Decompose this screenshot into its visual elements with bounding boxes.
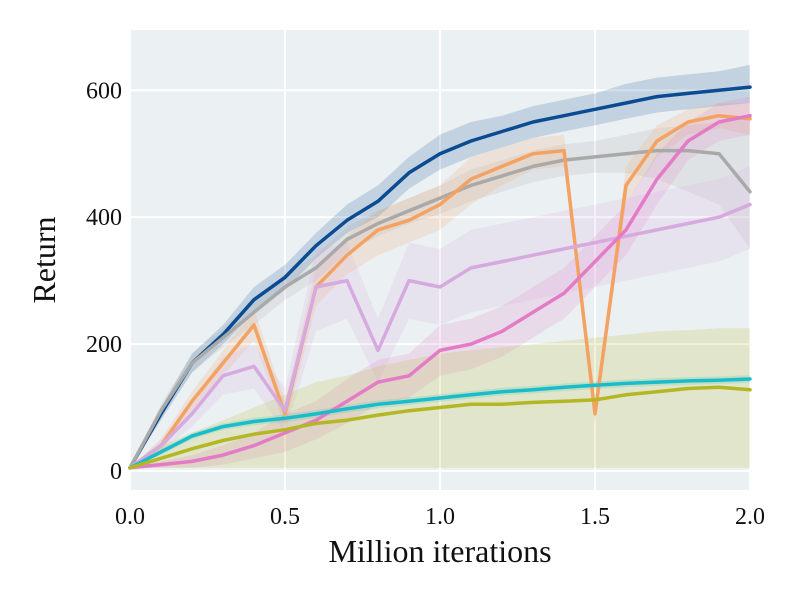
series-3-line [128, 202, 752, 470]
y-tick-label-3: 600 [86, 78, 122, 104]
series-1-line [128, 148, 752, 470]
series-2-line [128, 113, 752, 470]
series-0-line [128, 85, 752, 470]
series-4-band [130, 96, 750, 468]
series-6-line [128, 385, 752, 470]
x-tick-label-2: 1.0 [425, 504, 455, 530]
y-tick-label-1: 200 [86, 332, 122, 358]
x-tick-label-0: 0.0 [115, 504, 145, 530]
x-tick-label-1: 0.5 [270, 504, 300, 530]
grid [129, 30, 751, 490]
x-tick-label-3: 1.5 [580, 504, 610, 530]
y-axis-label: Return [26, 216, 62, 303]
y-tick-label-0: 0 [110, 459, 122, 485]
series-4-line [128, 113, 752, 470]
x-tick-label-4: 2.0 [735, 504, 765, 530]
y-tick-label-2: 400 [86, 205, 122, 231]
x-axis-label: Million iterations [328, 533, 551, 569]
axis-ticks: 0.0 0.5 1.0 1.5 2.0 0 200 400 600 [86, 78, 765, 530]
series-5-line [128, 377, 752, 470]
series-0-band [130, 64, 750, 468]
series-lines [128, 85, 752, 470]
